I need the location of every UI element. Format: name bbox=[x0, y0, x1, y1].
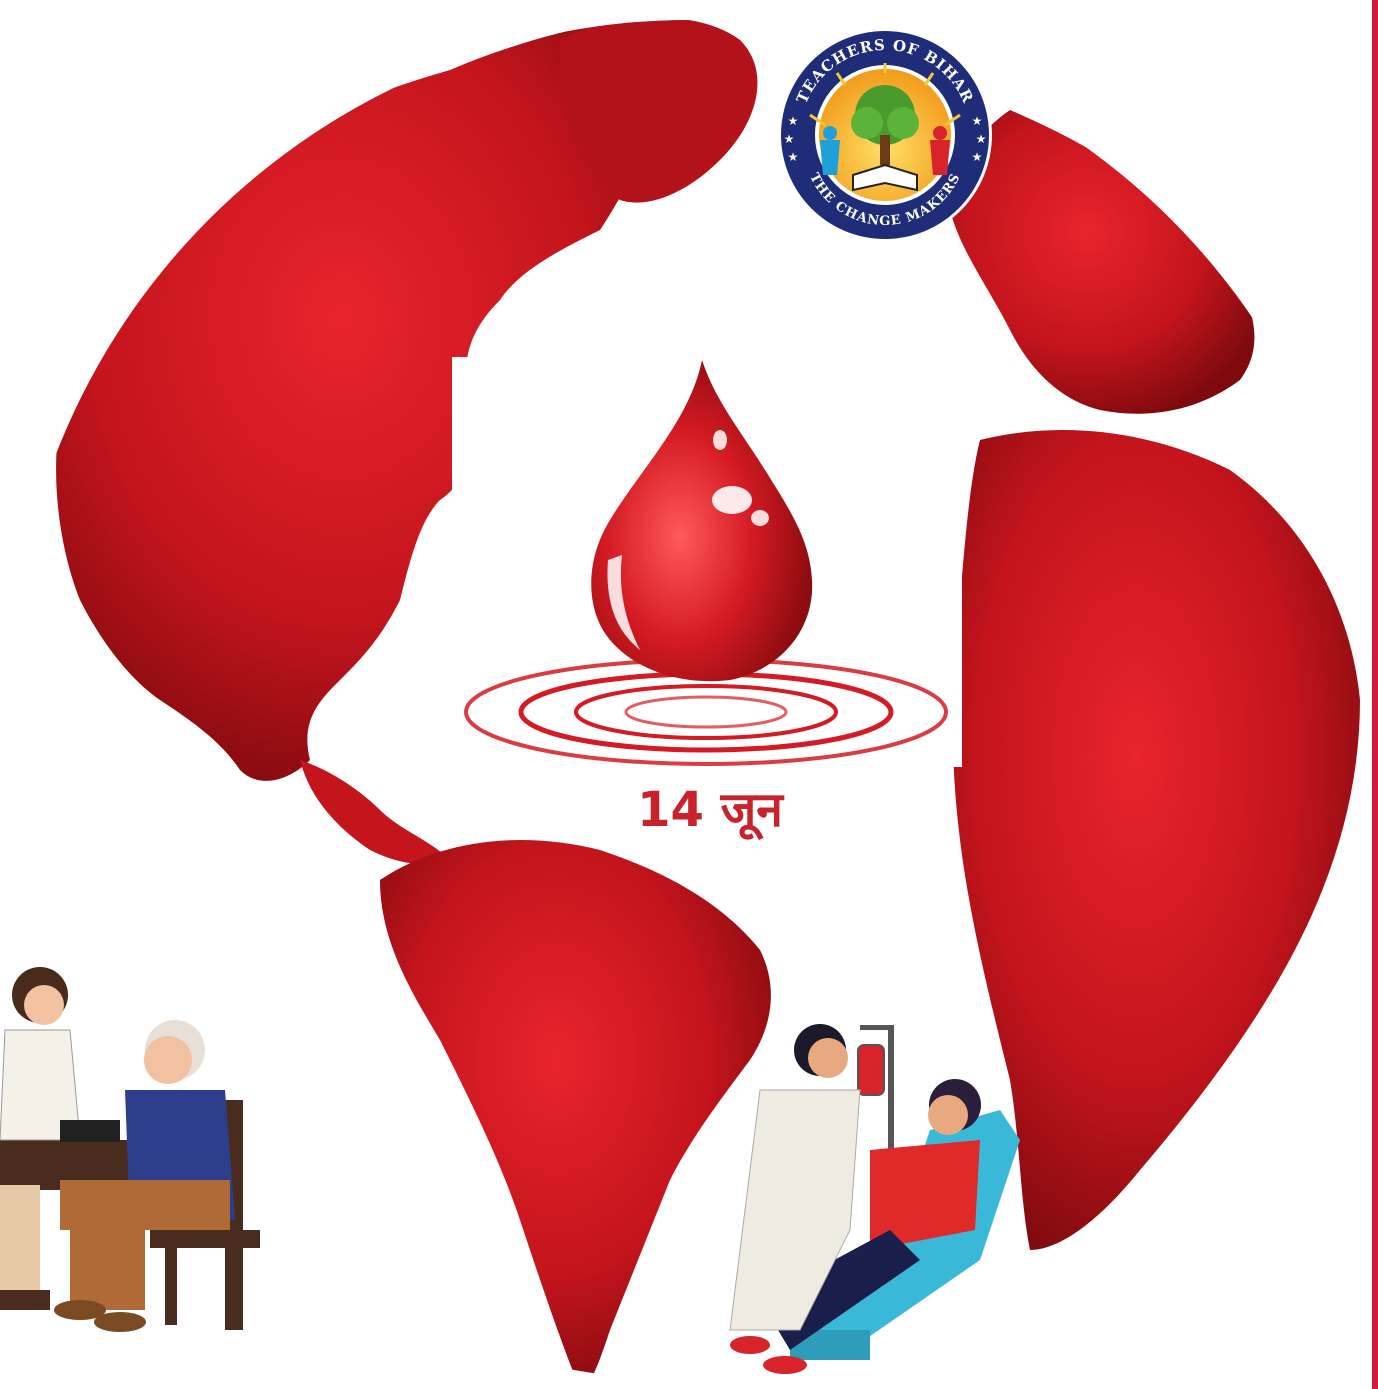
blood-donation-illustration bbox=[729, 1024, 1020, 1374]
continent-central-america bbox=[300, 760, 450, 865]
svg-text:★: ★ bbox=[972, 150, 983, 164]
continent-europe bbox=[950, 110, 1255, 414]
logo-badge: ★★★ ★★★ TEACHERS OF BIHAR THE CHANGE MAK… bbox=[778, 28, 992, 242]
svg-text:★: ★ bbox=[788, 114, 799, 128]
svg-text:★: ★ bbox=[784, 132, 795, 146]
continent-africa bbox=[952, 430, 1360, 1250]
svg-text:★: ★ bbox=[788, 150, 799, 164]
blood-drop-icon bbox=[591, 360, 813, 682]
continent-south-america bbox=[380, 840, 771, 1380]
svg-text:★: ★ bbox=[976, 132, 987, 146]
right-border bbox=[1372, 0, 1378, 1389]
continent-greenland bbox=[560, 20, 758, 203]
svg-text:★: ★ bbox=[972, 114, 983, 128]
doctor-patient-illustration bbox=[0, 967, 260, 1332]
people-figures bbox=[820, 126, 950, 175]
date-label: 14 जून bbox=[637, 782, 783, 838]
